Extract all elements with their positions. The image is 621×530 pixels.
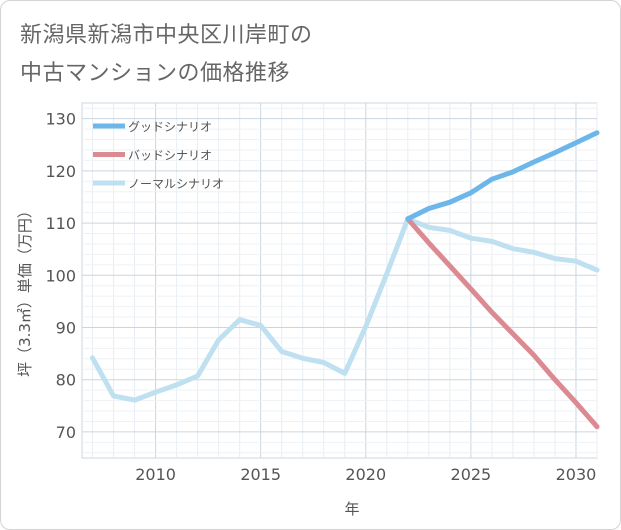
x-tick-label: 2030 [556, 465, 597, 484]
legend-label-2: ノーマルシナリオ [128, 177, 224, 191]
x-axis-label: 年 [344, 500, 359, 518]
series-line-0 [405, 130, 600, 222]
y-tick-label: 120 [45, 162, 76, 181]
series-line-1 [405, 216, 600, 430]
chart-title-line-2: 中古マンションの価格推移 [20, 61, 291, 86]
tick-labels: 70 80 90 100 110 120 130 2010 2015 2020 2025 2030 [45, 110, 596, 484]
y-tick-label: 130 [45, 110, 76, 129]
y-axis-label: 坪（3.3㎡）単価（万円） [16, 203, 34, 377]
series-lines [90, 130, 600, 430]
y-tick-label: 70 [56, 423, 76, 442]
series-line-2 [90, 216, 600, 403]
y-tick-label: 110 [45, 214, 76, 233]
y-tick-label: 80 [56, 371, 76, 390]
legend-label-0: グッドシナリオ [128, 120, 212, 134]
plot-area [81, 102, 598, 459]
plot-frame [81, 102, 598, 459]
x-tick-label: 2020 [345, 465, 386, 484]
chart-title-line-1: 新潟県新潟市中央区川岸町の [20, 23, 313, 48]
x-tick-label: 2025 [451, 465, 492, 484]
x-tick-label: 2015 [240, 465, 281, 484]
legend-label-1: バッドシナリオ [128, 149, 212, 163]
x-tick-label: 2010 [135, 465, 176, 484]
y-tick-label: 90 [56, 318, 76, 337]
y-tick-label: 100 [45, 266, 76, 285]
